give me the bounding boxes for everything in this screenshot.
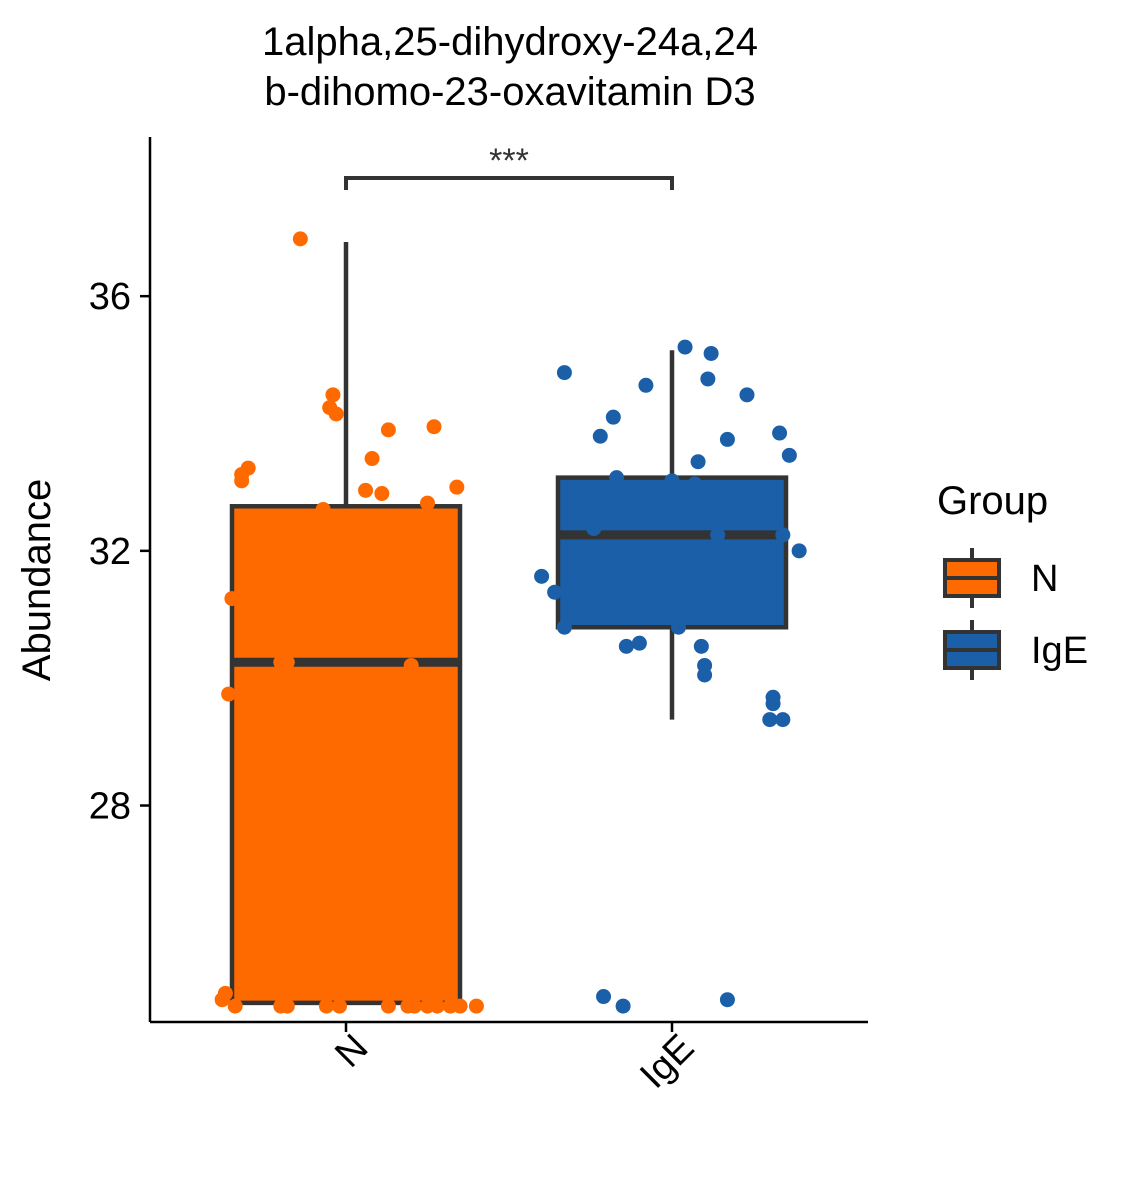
data-point	[596, 989, 612, 1005]
data-point	[775, 712, 791, 728]
data-point	[671, 619, 687, 635]
data-point	[556, 365, 572, 381]
legend-item-ige: IgE	[943, 620, 1088, 680]
legend-label: N	[1031, 558, 1058, 600]
data-point	[664, 473, 680, 489]
data-point	[426, 419, 442, 435]
data-point	[227, 998, 243, 1014]
data-point	[534, 568, 550, 584]
y-tick-label: 28	[89, 786, 131, 828]
data-point	[739, 387, 755, 403]
data-point	[358, 482, 374, 498]
data-point	[547, 584, 563, 600]
data-point	[403, 657, 419, 673]
data-point	[772, 425, 788, 441]
x-tick-label: N	[327, 1027, 376, 1076]
data-point	[700, 371, 716, 387]
legend-title: Group	[937, 479, 1048, 523]
y-axis-ticks: 28 32 36	[89, 276, 150, 828]
data-point	[556, 619, 572, 635]
data-point	[406, 998, 422, 1014]
x-axis-ticks: N IgE	[327, 1022, 702, 1097]
y-tick-label: 36	[89, 276, 131, 318]
data-point	[609, 470, 625, 486]
data-point	[615, 998, 631, 1014]
data-point	[331, 998, 347, 1014]
significance-bracket: ***	[344, 142, 674, 190]
x-tick-label: IgE	[632, 1027, 702, 1097]
data-point	[791, 543, 807, 559]
data-point	[605, 409, 621, 425]
legend-label: IgE	[1031, 630, 1088, 672]
bracket-line	[344, 176, 674, 190]
data-point	[775, 527, 791, 543]
legend: Group N IgE	[937, 479, 1088, 680]
box-rect	[229, 504, 463, 1006]
data-point	[677, 339, 693, 355]
data-point	[703, 345, 719, 361]
data-point	[468, 998, 484, 1014]
data-point	[697, 667, 713, 683]
data-point	[328, 406, 344, 422]
data-point	[364, 451, 380, 467]
data-point	[765, 696, 781, 712]
data-point	[693, 638, 709, 654]
data-point	[586, 521, 602, 537]
data-point	[429, 998, 445, 1014]
data-point	[631, 635, 647, 651]
data-point	[638, 377, 654, 393]
box-ige	[555, 350, 789, 720]
data-point	[710, 527, 726, 543]
points-n	[214, 231, 484, 1014]
data-point	[592, 428, 608, 444]
plot-area: ***	[214, 142, 807, 1014]
data-point	[234, 473, 250, 489]
data-point	[690, 454, 706, 470]
box-rect	[555, 475, 789, 630]
chart-title-line-1: 1alpha,25-dihydroxy-24a,24	[262, 20, 758, 64]
y-tick-label: 32	[89, 531, 131, 573]
data-point	[318, 998, 334, 1014]
data-point	[292, 231, 308, 247]
data-point	[279, 654, 295, 670]
data-point	[420, 495, 435, 511]
data-point	[380, 998, 396, 1014]
data-point	[762, 712, 778, 728]
data-point	[380, 422, 396, 438]
data-point	[214, 992, 230, 1008]
data-point	[374, 486, 390, 502]
data-point	[781, 447, 797, 463]
data-point	[224, 591, 240, 607]
data-point	[719, 992, 735, 1008]
data-point	[279, 998, 295, 1014]
box-n	[229, 242, 463, 1006]
data-point	[687, 476, 703, 492]
significance-label: ***	[489, 142, 529, 180]
chart-title-line-2: b-dihomo-23-oxavitamin D3	[264, 70, 755, 114]
data-point	[325, 387, 341, 403]
data-point	[315, 501, 331, 517]
data-point	[618, 638, 634, 654]
data-point	[719, 431, 735, 447]
points-ige	[534, 339, 807, 1014]
data-point	[452, 998, 468, 1014]
legend-item-n: N	[943, 548, 1058, 608]
data-point	[449, 479, 465, 495]
y-axis-title: Abundance	[15, 479, 59, 681]
data-point	[221, 686, 237, 702]
